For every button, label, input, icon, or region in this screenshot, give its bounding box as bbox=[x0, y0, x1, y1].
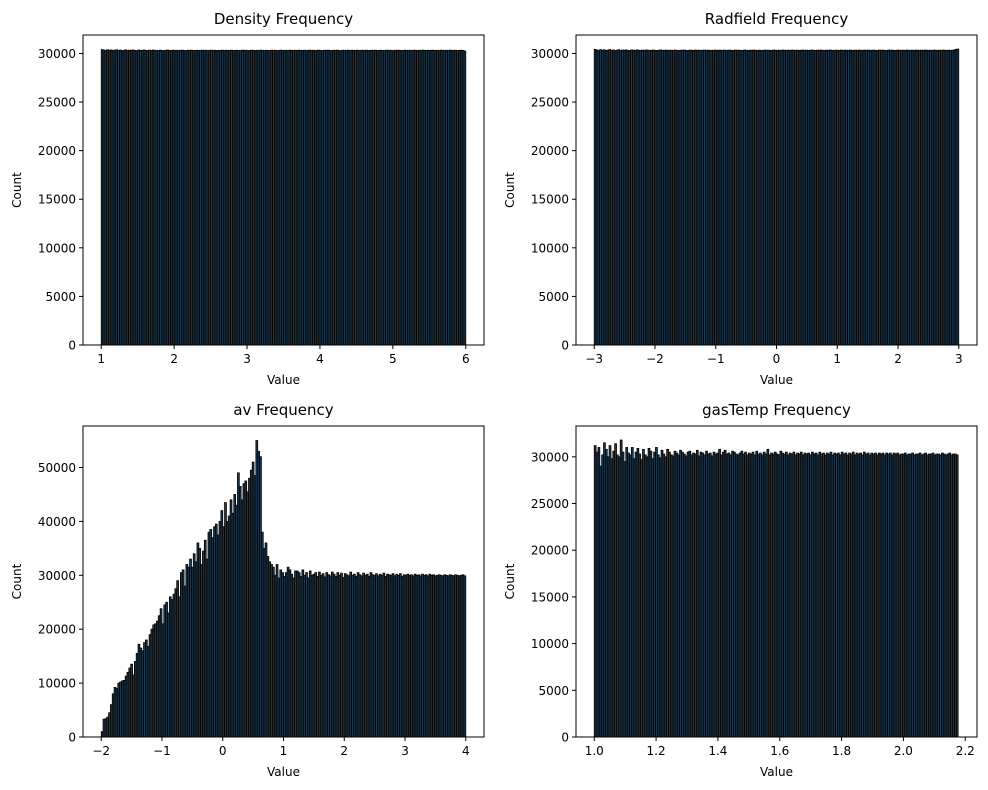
x-tick-label: 0 bbox=[219, 744, 227, 758]
x-axis-label: Value bbox=[760, 765, 793, 779]
y-tick-label: 15000 bbox=[531, 590, 569, 604]
y-tick-label: 50000 bbox=[38, 461, 76, 475]
x-tick-label: 2.0 bbox=[894, 744, 913, 758]
histogram-bar bbox=[463, 575, 467, 738]
x-tick-label: 3 bbox=[401, 744, 409, 758]
y-tick-label: 10000 bbox=[531, 241, 569, 255]
x-tick-label: 1 bbox=[280, 744, 288, 758]
y-axis-label: Count bbox=[503, 563, 517, 599]
histogram-bar bbox=[955, 454, 959, 738]
x-tick-label: 3 bbox=[243, 352, 251, 366]
histogram-bar bbox=[463, 50, 467, 346]
y-tick-label: 25000 bbox=[531, 497, 569, 511]
y-tick-label: 20000 bbox=[38, 623, 76, 637]
y-tick-label: 25000 bbox=[531, 96, 569, 110]
y-tick-label: 30000 bbox=[531, 47, 569, 61]
x-tick-label: 1.0 bbox=[585, 744, 604, 758]
y-tick-label: 20000 bbox=[531, 544, 569, 558]
y-tick-label: 20000 bbox=[38, 144, 76, 158]
y-tick-label: 25000 bbox=[38, 96, 76, 110]
x-tick-label: 2 bbox=[340, 744, 348, 758]
x-tick-label: 1.8 bbox=[832, 744, 851, 758]
y-tick-label: 0 bbox=[68, 339, 76, 353]
y-tick-label: 30000 bbox=[531, 450, 569, 464]
x-tick-label: 4 bbox=[462, 744, 470, 758]
y-tick-label: 10000 bbox=[38, 241, 76, 255]
x-tick-label: −1 bbox=[707, 352, 725, 366]
x-tick-label: −2 bbox=[92, 744, 110, 758]
y-tick-label: 5000 bbox=[538, 290, 569, 304]
x-tick-label: −1 bbox=[153, 744, 171, 758]
x-tick-label: 1.6 bbox=[770, 744, 789, 758]
x-tick-label: 1.2 bbox=[647, 744, 666, 758]
chart-title: Radfield Frequency bbox=[705, 10, 849, 28]
subplot-4: 1.0 1.2 1.4 1.6 1.8 2.0 2.2 0 5000 10000 15000 2000… bbox=[503, 401, 978, 779]
y-tick-label: 5000 bbox=[538, 684, 569, 698]
x-tick-label: −3 bbox=[585, 352, 603, 366]
x-axis-label: Value bbox=[267, 373, 300, 387]
x-tick-label: 1 bbox=[833, 352, 841, 366]
y-tick-label: 40000 bbox=[38, 515, 76, 529]
subplot-1: 1 2 3 4 5 6 0 5000 10000 15000 20000 25000 30000 Dens… bbox=[10, 10, 485, 387]
x-tick-label: 2 bbox=[170, 352, 178, 366]
x-axis-label: Value bbox=[760, 373, 793, 387]
y-tick-label: 0 bbox=[68, 731, 76, 745]
y-tick-label: 5000 bbox=[45, 290, 76, 304]
x-tick-label: 1 bbox=[97, 352, 105, 366]
y-axis-label: Count bbox=[10, 172, 24, 208]
x-tick-label: 4 bbox=[316, 352, 324, 366]
y-tick-label: 30000 bbox=[38, 569, 76, 583]
subplot-3: −2 −1 0 1 2 3 4 0 10000 20000 30000 40000 50000 av Fr… bbox=[10, 401, 485, 779]
y-tick-label: 15000 bbox=[38, 193, 76, 207]
chart-title: av Frequency bbox=[233, 401, 333, 419]
histogram-bars bbox=[593, 48, 960, 346]
y-tick-label: 20000 bbox=[531, 144, 569, 158]
y-tick-label: 15000 bbox=[531, 193, 569, 207]
x-tick-label: 1.4 bbox=[708, 744, 727, 758]
x-tick-label: 0 bbox=[773, 352, 781, 366]
y-tick-label: 10000 bbox=[531, 637, 569, 651]
x-tick-label: −2 bbox=[646, 352, 664, 366]
y-axis-label: Count bbox=[503, 172, 517, 208]
y-tick-label: 0 bbox=[561, 731, 569, 745]
chart-title: Density Frequency bbox=[214, 10, 353, 28]
x-tick-label: 3 bbox=[955, 352, 963, 366]
histogram-bars bbox=[100, 49, 467, 346]
x-tick-label: 2 bbox=[894, 352, 902, 366]
y-tick-label: 10000 bbox=[38, 677, 76, 691]
chart-title: gasTemp Frequency bbox=[702, 401, 851, 419]
subplot-2: −3 −2 −1 0 1 2 3 0 5000 10000 15000 20000 25000 30000… bbox=[503, 10, 978, 387]
axes-frame bbox=[575, 425, 978, 738]
histogram-bar bbox=[956, 48, 960, 346]
x-tick-label: 5 bbox=[389, 352, 397, 366]
y-tick-label: 0 bbox=[561, 339, 569, 353]
y-axis-label: Count bbox=[10, 563, 24, 599]
axes-frame bbox=[82, 34, 485, 346]
histogram-bars bbox=[100, 440, 467, 738]
x-axis-label: Value bbox=[267, 765, 300, 779]
histogram-bars bbox=[593, 439, 959, 738]
x-tick-label: 2.2 bbox=[956, 744, 975, 758]
y-tick-label: 30000 bbox=[38, 47, 76, 61]
x-tick-label: 6 bbox=[462, 352, 470, 366]
